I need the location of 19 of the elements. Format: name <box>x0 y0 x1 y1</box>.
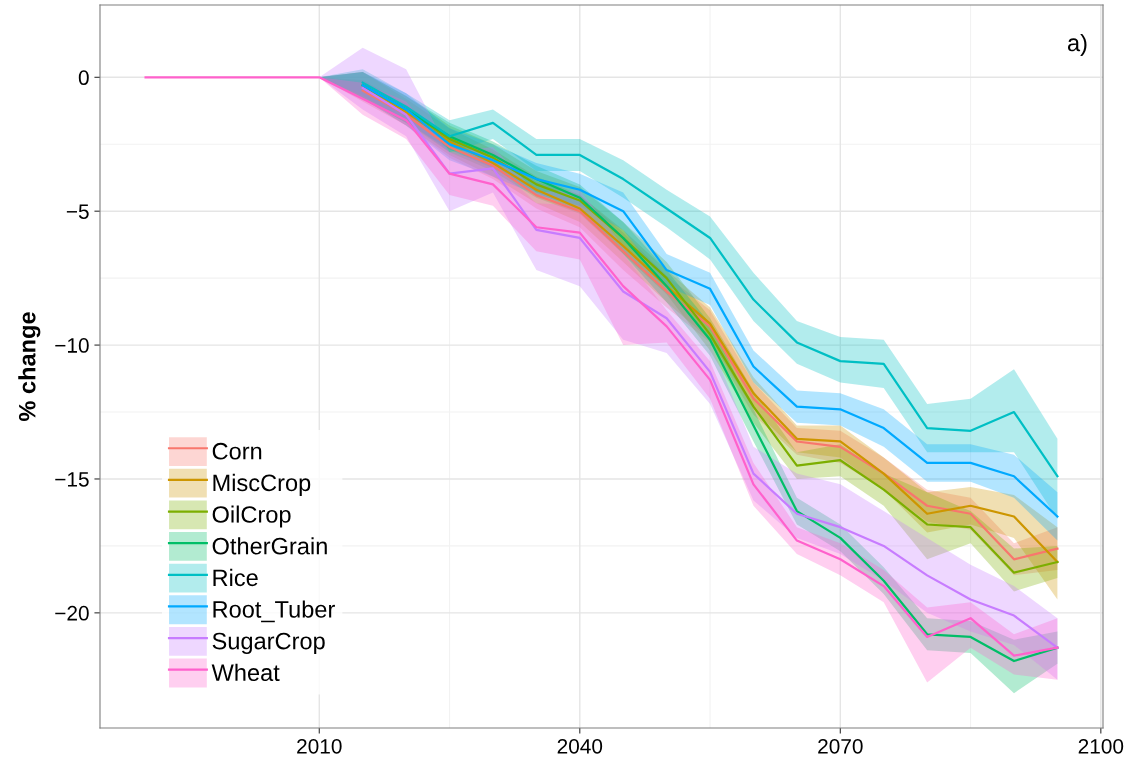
y-axis-title: % change <box>18 312 41 422</box>
x-tick-label: 2100 <box>1078 738 1124 754</box>
legend-label: SugarCrop <box>212 632 325 655</box>
legend-label: OilCrop <box>212 505 291 528</box>
annotation: a) <box>1067 33 1087 56</box>
legend-label: Root_Tuber <box>213 600 335 623</box>
y-tick-label: −10 <box>55 338 89 353</box>
y-tick-label: −20 <box>55 605 89 621</box>
legend-label: OtherGrain <box>212 537 327 555</box>
legend-label: Wheat <box>211 663 280 682</box>
y-tick-label: −15 <box>55 472 89 487</box>
x-tick-label: 2040 <box>557 738 603 754</box>
legend-label: Corn <box>212 442 262 460</box>
legend-label: MiscCrop <box>213 473 311 496</box>
y-tick-label: −5 <box>66 204 89 219</box>
x-tick-label: 2010 <box>297 738 342 754</box>
y-tick-label: 0 <box>78 70 89 86</box>
x-tick-label: 2070 <box>818 738 863 754</box>
legend-label: Rice <box>213 568 258 587</box>
